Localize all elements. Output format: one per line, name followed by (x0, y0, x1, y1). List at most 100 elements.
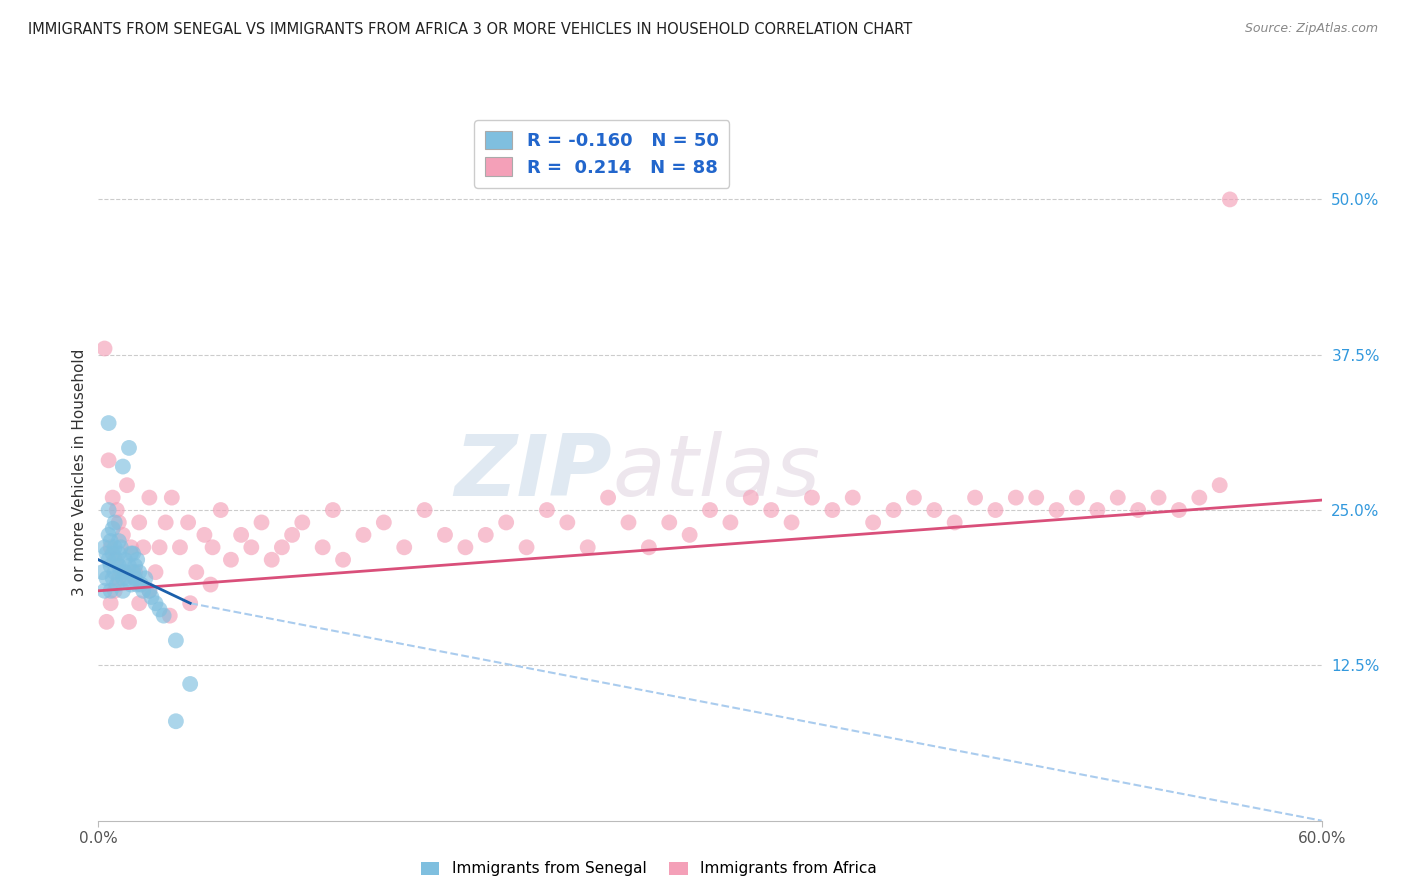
Point (1085, 503, 1108, 517)
Point (128, 565, 150, 579)
Point (138, 583, 160, 598)
Point (322, 503, 344, 517)
Point (100, 541, 122, 555)
Point (110, 541, 132, 555)
Point (108, 571, 131, 585)
Point (100, 534, 122, 549)
Point (495, 516, 517, 530)
Point (122, 565, 145, 579)
Point (658, 516, 681, 530)
Point (177, 516, 200, 530)
Point (1147, 491, 1170, 505)
Point (576, 541, 599, 555)
Point (200, 577, 222, 591)
Point (124, 558, 146, 573)
Point (1219, 193, 1241, 207)
Point (101, 547, 124, 561)
Point (93, 541, 115, 555)
Point (105, 503, 128, 517)
Point (100, 558, 122, 573)
Point (984, 503, 1007, 517)
Point (108, 534, 131, 549)
Point (93, 342, 115, 356)
Point (638, 541, 661, 555)
Point (97, 453, 120, 467)
Point (557, 516, 579, 530)
Point (132, 583, 155, 598)
Point (104, 516, 127, 530)
Point (165, 633, 187, 648)
Point (111, 583, 134, 598)
Point (97, 416, 120, 430)
Point (159, 608, 181, 623)
Point (138, 583, 160, 598)
Point (96, 547, 118, 561)
Point (1128, 503, 1150, 517)
Point (108, 558, 131, 573)
Point (122, 547, 145, 561)
Text: IMMIGRANTS FROM SENEGAL VS IMMIGRANTS FROM AFRICA 3 OR MORE VEHICLES IN HOUSEHOL: IMMIGRANTS FROM SENEGAL VS IMMIGRANTS FR… (28, 22, 912, 37)
Point (291, 516, 314, 530)
Point (104, 541, 127, 555)
Point (100, 583, 122, 598)
Point (114, 565, 136, 579)
Point (679, 528, 702, 542)
Point (883, 503, 905, 517)
Point (179, 596, 201, 610)
Point (97, 503, 120, 517)
Point (740, 491, 762, 505)
Point (761, 503, 783, 517)
Point (149, 541, 172, 555)
Point (155, 516, 177, 530)
Point (260, 552, 283, 567)
Point (108, 516, 131, 530)
Point (124, 565, 146, 579)
Text: ZIP: ZIP (454, 431, 612, 515)
Point (96, 615, 118, 629)
Point (97, 552, 120, 567)
Point (219, 552, 242, 567)
Point (115, 571, 138, 585)
Point (97, 528, 120, 542)
Text: atlas: atlas (612, 431, 820, 515)
Point (780, 516, 803, 530)
Point (1209, 478, 1232, 492)
Point (201, 541, 224, 555)
Point (101, 571, 124, 585)
Point (105, 577, 128, 591)
Point (118, 441, 141, 455)
Point (1066, 491, 1088, 505)
Point (332, 552, 354, 567)
Point (104, 583, 127, 598)
Point (114, 552, 136, 567)
Point (101, 522, 124, 536)
Point (392, 541, 416, 555)
Point (127, 577, 149, 591)
Point (149, 602, 172, 616)
Point (128, 516, 150, 530)
Point (115, 478, 138, 492)
Point (160, 491, 183, 505)
Point (1188, 491, 1211, 505)
Point (179, 677, 201, 691)
Point (281, 528, 304, 542)
Point (108, 547, 131, 561)
Point (720, 516, 742, 530)
Point (118, 558, 141, 573)
Point (128, 596, 150, 610)
Point (250, 516, 273, 530)
Point (132, 541, 155, 555)
Point (434, 528, 457, 542)
Point (1045, 503, 1069, 517)
Point (120, 577, 142, 591)
Point (96, 571, 118, 585)
Point (801, 491, 824, 505)
Point (127, 552, 149, 567)
Point (120, 541, 142, 555)
Y-axis label: 3 or more Vehicles in Household: 3 or more Vehicles in Household (72, 349, 87, 597)
Point (169, 541, 191, 555)
Point (104, 552, 127, 567)
Point (145, 565, 167, 579)
Point (516, 541, 538, 555)
Point (965, 491, 987, 505)
